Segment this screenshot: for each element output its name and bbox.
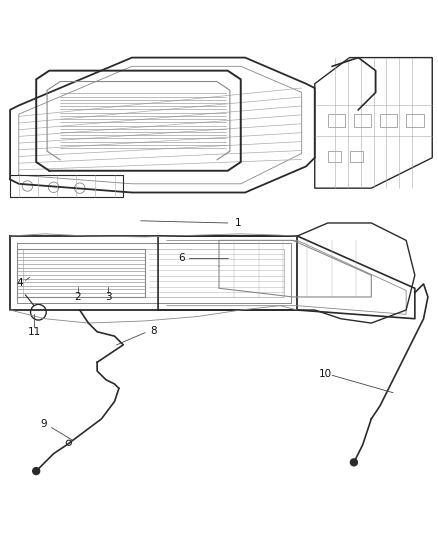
- Text: 9: 9: [41, 419, 47, 429]
- Bar: [328, 151, 341, 162]
- Bar: [350, 151, 363, 162]
- Text: 2: 2: [74, 292, 81, 302]
- Text: 8: 8: [150, 326, 157, 336]
- Text: 4: 4: [17, 278, 23, 288]
- Bar: [328, 114, 345, 127]
- Text: 10: 10: [319, 369, 332, 379]
- Text: 1: 1: [235, 218, 242, 228]
- Text: 3: 3: [105, 292, 111, 302]
- Bar: [406, 114, 424, 127]
- Circle shape: [350, 459, 357, 466]
- Bar: [354, 114, 371, 127]
- Bar: [380, 114, 397, 127]
- Text: 11: 11: [28, 327, 41, 337]
- Text: 6: 6: [179, 253, 185, 263]
- Circle shape: [33, 467, 40, 474]
